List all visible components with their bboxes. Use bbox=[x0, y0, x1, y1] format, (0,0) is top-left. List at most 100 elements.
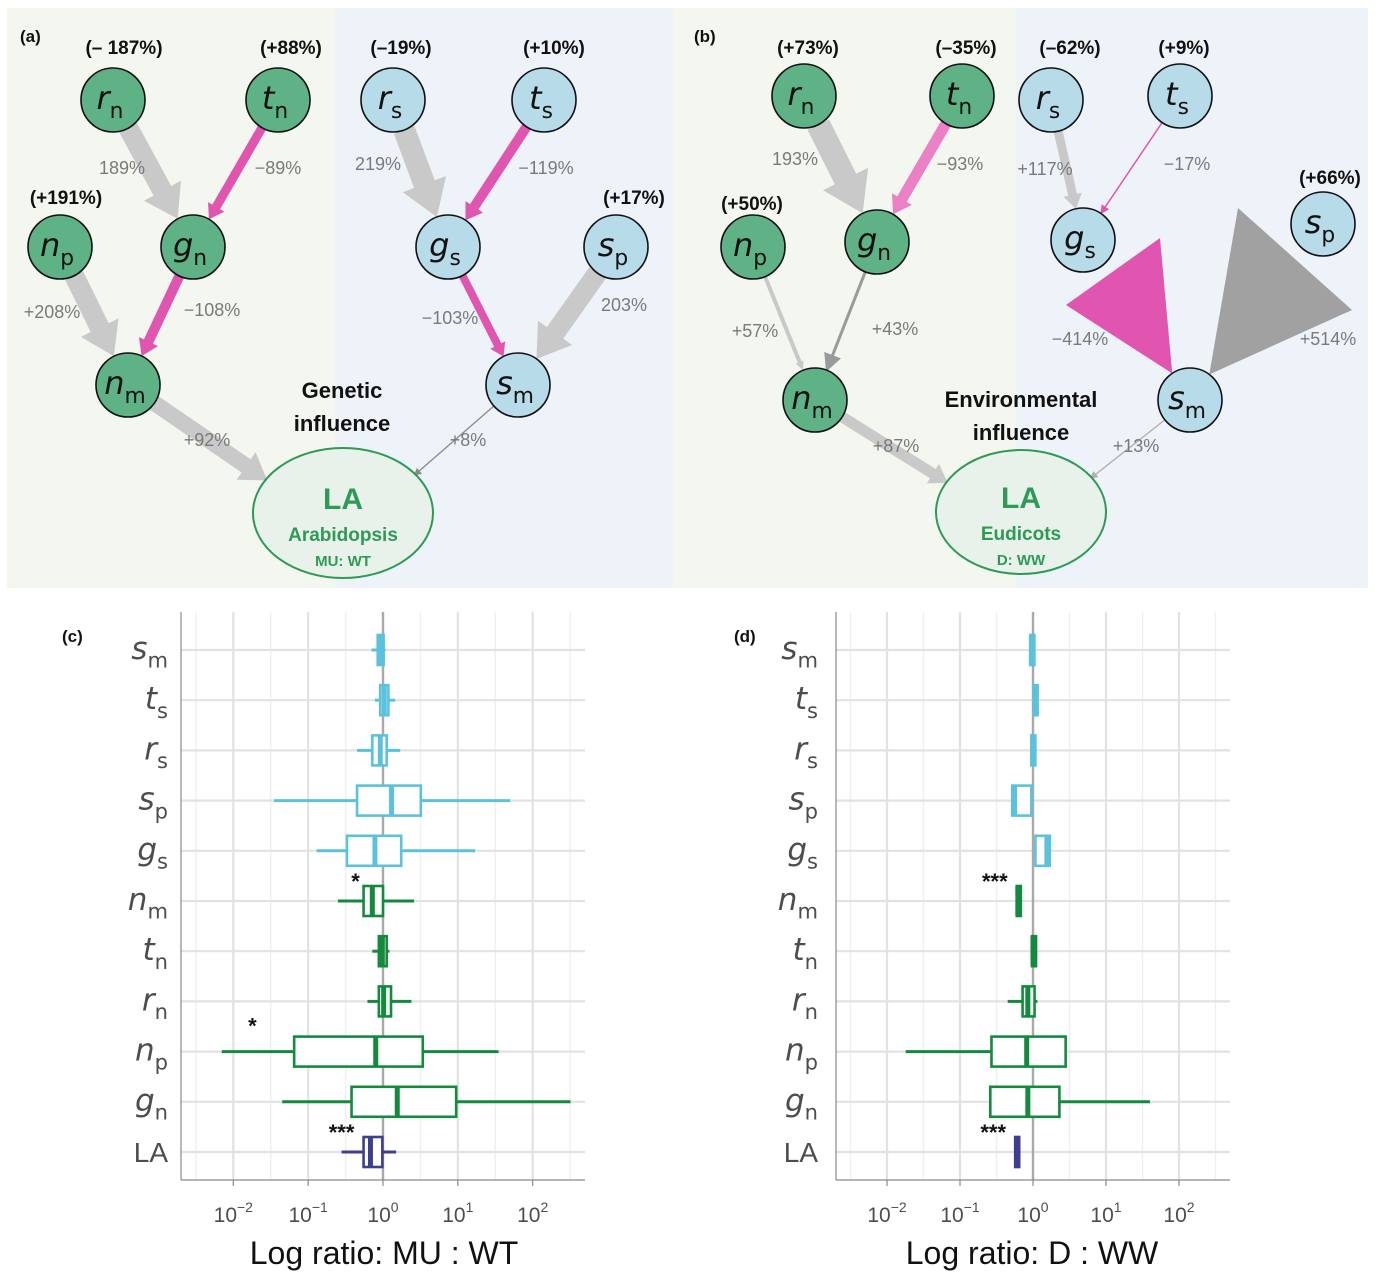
edge-nm-to-la bbox=[149, 396, 268, 481]
box-iqr bbox=[355, 784, 423, 817]
box-iqr bbox=[292, 1035, 425, 1068]
edge-nm-to-la bbox=[839, 412, 948, 484]
y-tick-label: nm bbox=[128, 882, 168, 924]
significance-marker: *** bbox=[329, 1120, 355, 1145]
x-axis-title: Log ratio: MU : WT bbox=[250, 1235, 519, 1271]
edge-label-rs-to-gs: +117% bbox=[1017, 159, 1072, 179]
edge-label-tn-to-gn: −93% bbox=[937, 154, 984, 174]
node-rs bbox=[360, 67, 426, 133]
x-tick-label: 10−2 bbox=[867, 1199, 907, 1227]
y-tick-label: gn bbox=[135, 1083, 168, 1125]
node-sp bbox=[1290, 191, 1356, 257]
significance-marker: *** bbox=[980, 1120, 1006, 1145]
diagram-panel-b: LA Eudicots D: WW rn tn np gn nm rs ts gs sp sm (+73%… bbox=[694, 27, 1361, 575]
box-row-rs bbox=[1030, 734, 1037, 767]
node-label-np: np bbox=[40, 226, 74, 271]
box-row-sp bbox=[1010, 784, 1033, 817]
node-tn bbox=[245, 67, 311, 133]
boxplot-panel-d: 10−2 10−1 100 101 102 sm ts rs sp gs *** nm tn rn np gn… bbox=[734, 612, 1230, 1271]
panel-label: (d) bbox=[734, 627, 756, 646]
edge-label-rn-to-gn: 189% bbox=[99, 158, 145, 178]
node-label-gn: gn bbox=[173, 226, 207, 271]
node-label-rs: rs bbox=[378, 79, 403, 124]
y-tick-label: sp bbox=[788, 782, 818, 824]
box-row-tn bbox=[372, 934, 390, 968]
node-ts bbox=[1147, 63, 1213, 129]
box-row-sp bbox=[274, 784, 511, 817]
edge-gs-to-sm bbox=[1066, 238, 1173, 374]
y-tick-label: rs bbox=[144, 731, 168, 773]
la-title: LA bbox=[323, 483, 363, 516]
box-row-gs bbox=[316, 834, 476, 868]
edge-sm-to-la bbox=[1089, 419, 1166, 479]
significance-marker: * bbox=[351, 869, 360, 894]
y-tick-label: sm bbox=[131, 631, 168, 673]
box-row-nm: * bbox=[337, 869, 415, 918]
edge-label-sp-to-sm: +514% bbox=[1300, 329, 1357, 349]
panel-label: (a) bbox=[20, 27, 41, 46]
y-tick-label: LA bbox=[784, 1137, 819, 1168]
box-row-np bbox=[905, 1035, 1067, 1068]
node-change-rs: (–62%) bbox=[1039, 38, 1100, 59]
node-sp bbox=[583, 214, 649, 280]
node-change-np: (+191%) bbox=[30, 188, 102, 209]
x-axis-title: Log ratio: D : WW bbox=[906, 1235, 1159, 1271]
edge-label-nm-to-la: +92% bbox=[184, 430, 231, 450]
edge-gn-to-nm bbox=[824, 271, 867, 372]
box-row-ts bbox=[1032, 683, 1039, 717]
node-change-ts: (+9%) bbox=[1158, 38, 1209, 59]
y-tick-label: tn bbox=[142, 932, 168, 974]
node-rn bbox=[771, 63, 837, 129]
node-gs bbox=[1050, 207, 1116, 273]
edge-label-gn-to-nm: +43% bbox=[872, 319, 919, 339]
center-label-line1: Genetic bbox=[302, 378, 383, 403]
node-label-sp: sp bbox=[598, 226, 628, 271]
y-tick-label: ts bbox=[795, 681, 818, 723]
node-label-ts: ts bbox=[529, 79, 553, 124]
edge-rs-to-gs bbox=[1053, 130, 1082, 209]
edge-label-np-to-nm: +208% bbox=[24, 302, 81, 322]
x-tick-label: 100 bbox=[367, 1199, 398, 1227]
x-tick-label: 10−1 bbox=[288, 1199, 328, 1227]
edge-gn-to-nm bbox=[139, 273, 184, 357]
box-row-np: * bbox=[221, 1014, 499, 1068]
center-label-line2: influence bbox=[973, 420, 1070, 445]
y-tick-label: gs bbox=[787, 832, 818, 874]
node-label-nm: nm bbox=[104, 364, 145, 409]
box-row-gn bbox=[988, 1085, 1150, 1119]
node-label-gs: gs bbox=[429, 226, 461, 271]
node-change-tn: (+88%) bbox=[260, 38, 322, 59]
y-tick-label: LA bbox=[134, 1137, 169, 1168]
edge-label-gs-to-sm: −414% bbox=[1052, 329, 1109, 349]
y-tick-label: rn bbox=[792, 982, 818, 1024]
node-np bbox=[720, 214, 786, 280]
node-change-tn: (–35%) bbox=[935, 38, 996, 59]
box-row-gn bbox=[282, 1085, 571, 1119]
la-species: Arabidopsis bbox=[288, 525, 398, 546]
edge-gs-to-sm bbox=[458, 273, 506, 357]
x-tick-label: 102 bbox=[517, 1199, 548, 1227]
y-tick-label: rs bbox=[794, 731, 818, 773]
panel-label: (c) bbox=[62, 627, 83, 646]
edge-np-to-nm bbox=[65, 271, 119, 357]
y-tick-label: sm bbox=[781, 631, 818, 673]
edge-label-sp-to-sm: 203% bbox=[601, 295, 647, 315]
x-tick-label: 102 bbox=[1163, 1199, 1194, 1227]
x-tick-label: 10−2 bbox=[214, 1199, 254, 1227]
node-np bbox=[27, 214, 93, 280]
node-gn bbox=[844, 209, 910, 275]
y-tick-label: gn bbox=[785, 1083, 818, 1125]
box-row-LA: *** bbox=[329, 1120, 397, 1169]
box-iqr bbox=[350, 1085, 458, 1119]
panel-label: (b) bbox=[694, 27, 716, 46]
significance-marker: *** bbox=[982, 869, 1008, 894]
edge-label-nm-to-la: +87% bbox=[873, 436, 920, 456]
node-label-ts: ts bbox=[1165, 75, 1189, 120]
edge-label-sm-to-la: +8% bbox=[450, 430, 487, 450]
box-row-rn bbox=[367, 985, 412, 1018]
y-tick-label: ts bbox=[145, 681, 168, 723]
node-tn bbox=[929, 63, 995, 129]
node-change-rs: (–19%) bbox=[370, 38, 431, 59]
la-species: Eudicots bbox=[981, 524, 1061, 545]
